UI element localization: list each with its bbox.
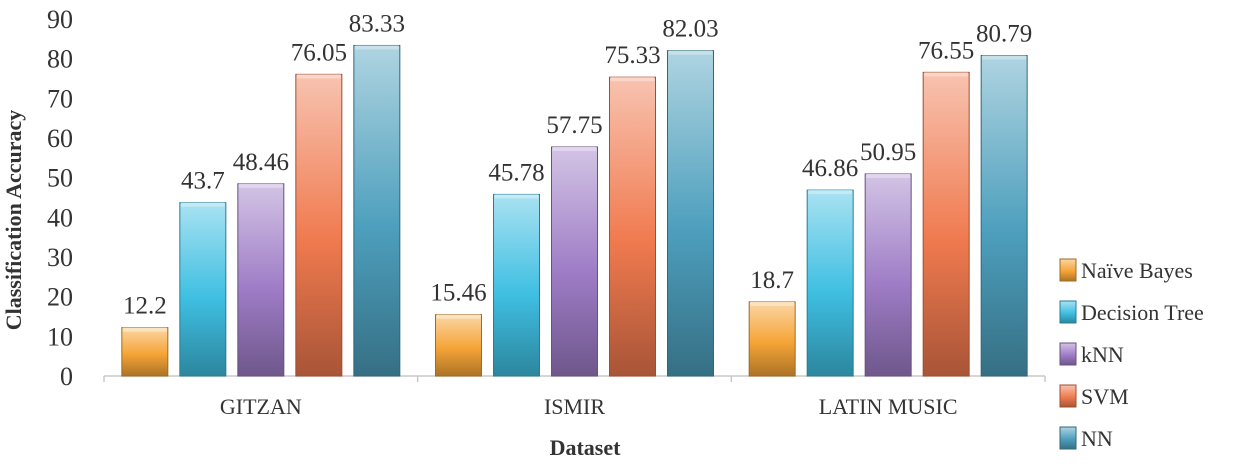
category-label: GITZAN <box>220 394 302 419</box>
category-label: LATIN MUSIC <box>819 394 958 419</box>
data-label: 43.7 <box>181 168 225 195</box>
bar-top-highlight <box>924 72 969 77</box>
y-tick-label: 40 <box>47 203 73 232</box>
legend-label: NN <box>1081 426 1113 451</box>
y-tick-label: 80 <box>47 45 73 74</box>
legend: Naïve Bayes Decision Tree kNN SVM NN <box>1059 258 1204 451</box>
bar-top-highlight <box>668 50 713 55</box>
y-tick-label: 30 <box>47 243 73 272</box>
y-axis-title: Classification Accuracy <box>1 110 26 331</box>
bar-top-highlight <box>610 77 655 82</box>
bar-decision-tree-gitzan <box>179 202 227 377</box>
data-label: 50.95 <box>860 139 916 166</box>
y-tick-label: 0 <box>60 362 73 391</box>
legend-swatch <box>1059 258 1077 282</box>
bars <box>121 44 1028 377</box>
data-label: 76.55 <box>918 37 974 64</box>
bar-knn-gitzan <box>237 183 285 377</box>
data-label: 18.7 <box>750 267 794 294</box>
bar-top-highlight <box>180 202 225 207</box>
bar-nn-ismir <box>667 50 714 377</box>
data-label: 83.33 <box>349 10 405 37</box>
legend-swatch <box>1059 342 1077 366</box>
y-tick-labels: 0 10 20 30 40 50 60 70 80 90 <box>47 5 73 391</box>
bar-decision-tree-latin-music <box>806 189 854 377</box>
data-label: 46.86 <box>802 155 858 182</box>
data-label: 15.46 <box>430 280 486 307</box>
bar-top-highlight <box>436 314 481 319</box>
data-label: 75.33 <box>604 42 660 69</box>
bar-na-ve-bayes-latin-music <box>748 301 796 377</box>
data-label: 48.46 <box>233 149 289 176</box>
legend-label: kNN <box>1081 342 1124 367</box>
axes <box>103 375 1046 382</box>
bar-na-ve-bayes-gitzan <box>121 327 169 377</box>
bar-top-highlight <box>866 173 911 178</box>
y-tick-label: 50 <box>47 164 73 193</box>
y-tick-label: 20 <box>47 283 73 312</box>
y-tick-label: 90 <box>47 5 73 34</box>
bar-top-highlight <box>494 194 539 199</box>
legend-swatch <box>1059 384 1077 408</box>
data-label: 82.03 <box>662 16 718 43</box>
bar-top-highlight <box>354 45 399 50</box>
bar-svm-gitzan <box>295 73 343 377</box>
bar-top-highlight <box>238 183 283 188</box>
y-tick-label: 60 <box>47 124 73 153</box>
legend-label: Decision Tree <box>1081 300 1204 325</box>
bar-knn-ismir <box>551 146 598 377</box>
legend-label: SVM <box>1081 384 1129 409</box>
legend-label: Naïve Bayes <box>1081 258 1193 283</box>
category-label: ISMIR <box>544 394 605 419</box>
bar-nn-gitzan <box>353 44 401 377</box>
bar-decision-tree-ismir <box>493 193 540 377</box>
bar-top-highlight <box>808 190 853 195</box>
x-axis-title: Dataset <box>550 435 622 460</box>
category-labels: GITZAN ISMIR LATIN MUSIC <box>220 394 958 419</box>
y-axis-title-group: Classification Accuracy <box>1 110 26 331</box>
bar-top-highlight <box>552 146 597 151</box>
y-tick-label: 10 <box>47 322 73 351</box>
data-label: 76.05 <box>291 39 347 66</box>
bar-top-highlight <box>122 327 167 332</box>
bar-top-highlight <box>750 301 795 306</box>
bar-top-highlight <box>982 55 1027 60</box>
data-label: 12.2 <box>123 293 167 320</box>
data-label: 57.75 <box>546 112 602 139</box>
bar-svm-latin-music <box>922 71 970 377</box>
bar-na-ve-bayes-ismir <box>435 314 482 377</box>
bar-nn-latin-music <box>980 55 1028 377</box>
data-label: 45.78 <box>488 159 544 186</box>
y-tick-label: 70 <box>47 84 73 113</box>
bar-knn-latin-music <box>864 173 912 377</box>
bar-top-highlight <box>296 74 341 79</box>
bar-svm-ismir <box>609 76 656 377</box>
legend-swatch <box>1059 426 1077 450</box>
data-label: 80.79 <box>976 21 1032 48</box>
legend-swatch <box>1059 300 1077 324</box>
